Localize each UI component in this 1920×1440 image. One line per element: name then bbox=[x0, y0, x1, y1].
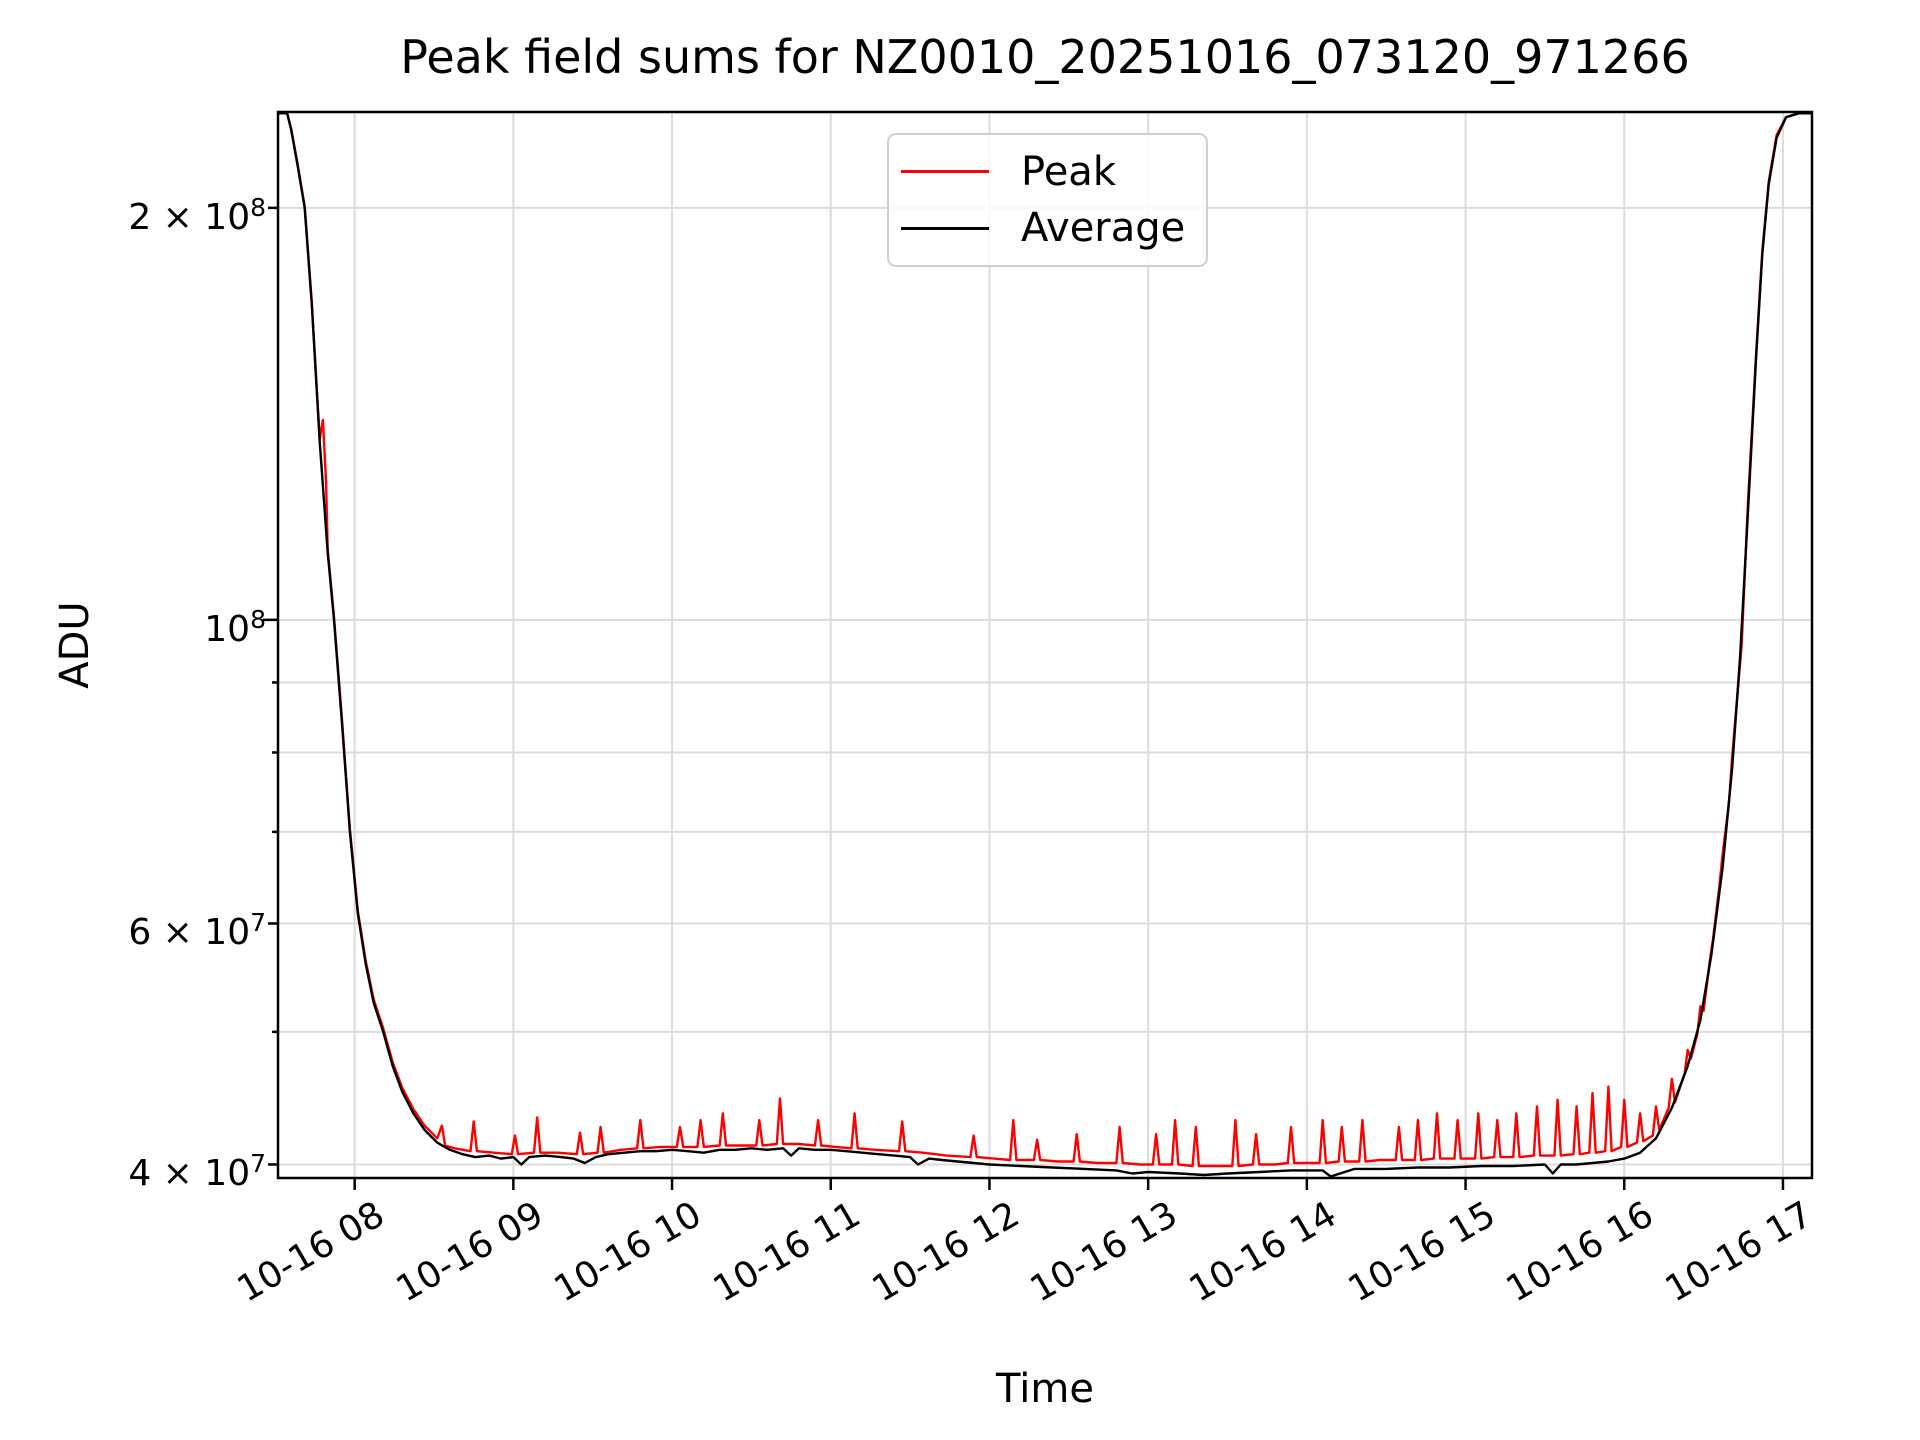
y-tick-label: 108 bbox=[204, 604, 266, 650]
average-line-swatch bbox=[901, 226, 989, 230]
y-tick-label: 4 × 107 bbox=[128, 1149, 266, 1195]
legend-item-peak: Peak bbox=[889, 152, 1206, 192]
axis-ticks bbox=[263, 206, 1785, 1190]
y-tick-label: 2 × 108 bbox=[128, 192, 266, 238]
chart-title: Peak field sums for NZ0010_20251016_0731… bbox=[400, 30, 1690, 84]
legend-box: Peak Average bbox=[887, 133, 1208, 267]
plot-frame bbox=[276, 110, 1814, 1180]
legend-label-peak: Peak bbox=[1021, 148, 1116, 195]
y-tick-label: 6 × 107 bbox=[128, 908, 266, 954]
legend-label-average: Average bbox=[1021, 205, 1186, 252]
legend-item-average: Average bbox=[889, 208, 1206, 248]
gridlines bbox=[278, 112, 1812, 1178]
peak-line-swatch bbox=[901, 170, 989, 174]
y-axis-title: ADU bbox=[52, 601, 98, 689]
series-peak-line bbox=[278, 112, 1812, 1168]
x-axis-title: Time bbox=[996, 1366, 1094, 1412]
series-average-line bbox=[278, 112, 1812, 1178]
